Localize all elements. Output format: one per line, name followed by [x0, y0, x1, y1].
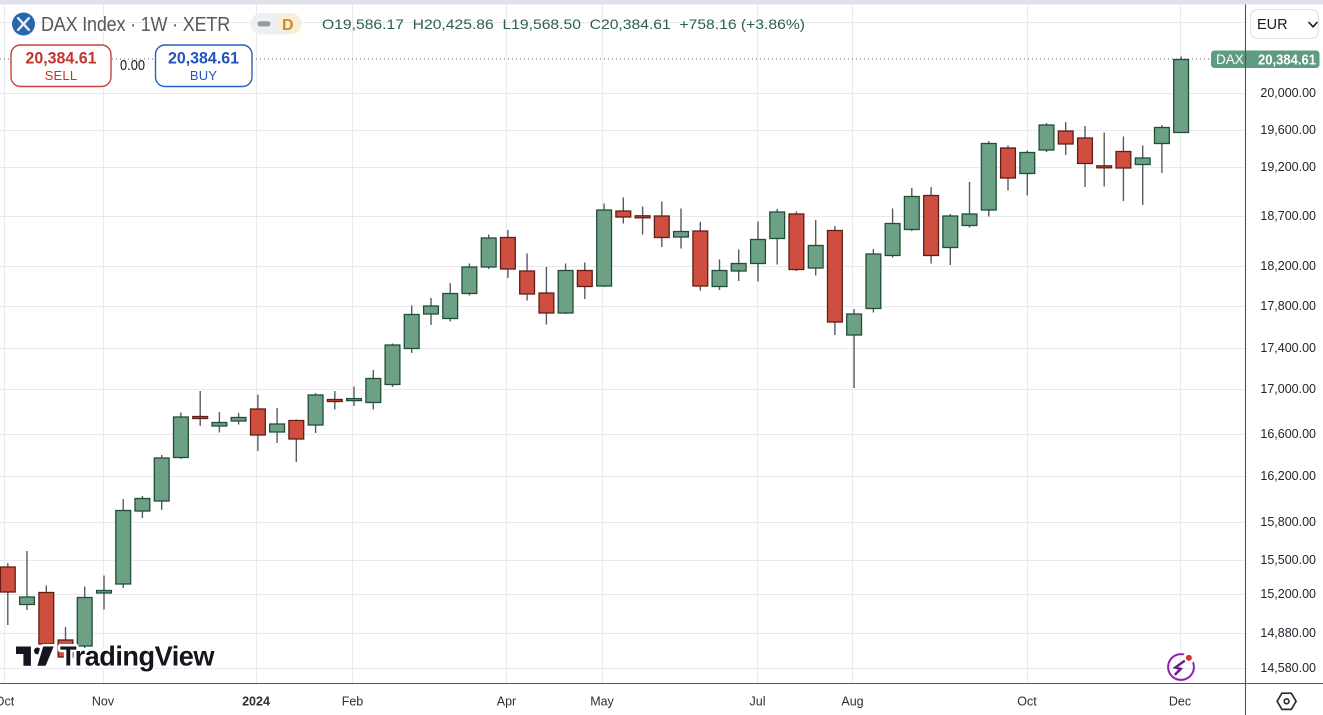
svg-text:14,880.00: 14,880.00 — [1260, 626, 1316, 640]
svg-text:15,200.00: 15,200.00 — [1260, 587, 1316, 601]
svg-text:0.00: 0.00 — [120, 57, 145, 74]
svg-text:20,000.00: 20,000.00 — [1260, 86, 1316, 100]
svg-text:15,500.00: 15,500.00 — [1260, 553, 1316, 567]
svg-text:15,800.00: 15,800.00 — [1260, 515, 1316, 529]
svg-text:DAX Index · 1W · XETR: DAX Index · 1W · XETR — [41, 13, 230, 36]
svg-text:May: May — [590, 695, 614, 709]
svg-text:Aug: Aug — [841, 695, 863, 709]
svg-text:D: D — [282, 17, 294, 34]
svg-text:17,000.00: 17,000.00 — [1260, 382, 1316, 396]
svg-text:19,200.00: 19,200.00 — [1260, 160, 1316, 174]
svg-text:EUR: EUR — [1257, 17, 1288, 33]
svg-text:14,580.00: 14,580.00 — [1260, 661, 1316, 675]
svg-text:18,700.00: 18,700.00 — [1260, 209, 1316, 223]
svg-text:19,600.00: 19,600.00 — [1260, 123, 1316, 137]
svg-text:16,600.00: 16,600.00 — [1260, 427, 1316, 441]
svg-text:20,384.61: 20,384.61 — [26, 50, 97, 68]
svg-text:20,384.61: 20,384.61 — [168, 50, 239, 68]
svg-text:17,800.00: 17,800.00 — [1260, 299, 1316, 313]
svg-text:Nov: Nov — [92, 695, 115, 709]
svg-text:17,400.00: 17,400.00 — [1260, 341, 1316, 355]
svg-text:Jul: Jul — [750, 695, 766, 709]
svg-text:Feb: Feb — [342, 695, 364, 709]
svg-text:TradingView: TradingView — [60, 641, 215, 672]
svg-text:O19,586.17 H20,425.86 L19,56: O19,586.17 H20,425.86 L19,568.50 C20,384… — [322, 16, 805, 32]
svg-text:SELL: SELL — [45, 68, 78, 83]
svg-text:2024: 2024 — [242, 695, 270, 709]
svg-text:Apr: Apr — [497, 695, 516, 709]
svg-text:Dec: Dec — [1169, 695, 1191, 709]
svg-text:16,200.00: 16,200.00 — [1260, 469, 1316, 483]
svg-text:Oct: Oct — [1017, 695, 1037, 709]
svg-text:20,384.61: 20,384.61 — [1258, 53, 1316, 69]
svg-text:Oct: Oct — [0, 695, 15, 709]
svg-text:18,200.00: 18,200.00 — [1260, 259, 1316, 273]
svg-text:DAX: DAX — [1216, 52, 1244, 67]
svg-text:BUY: BUY — [190, 68, 217, 83]
